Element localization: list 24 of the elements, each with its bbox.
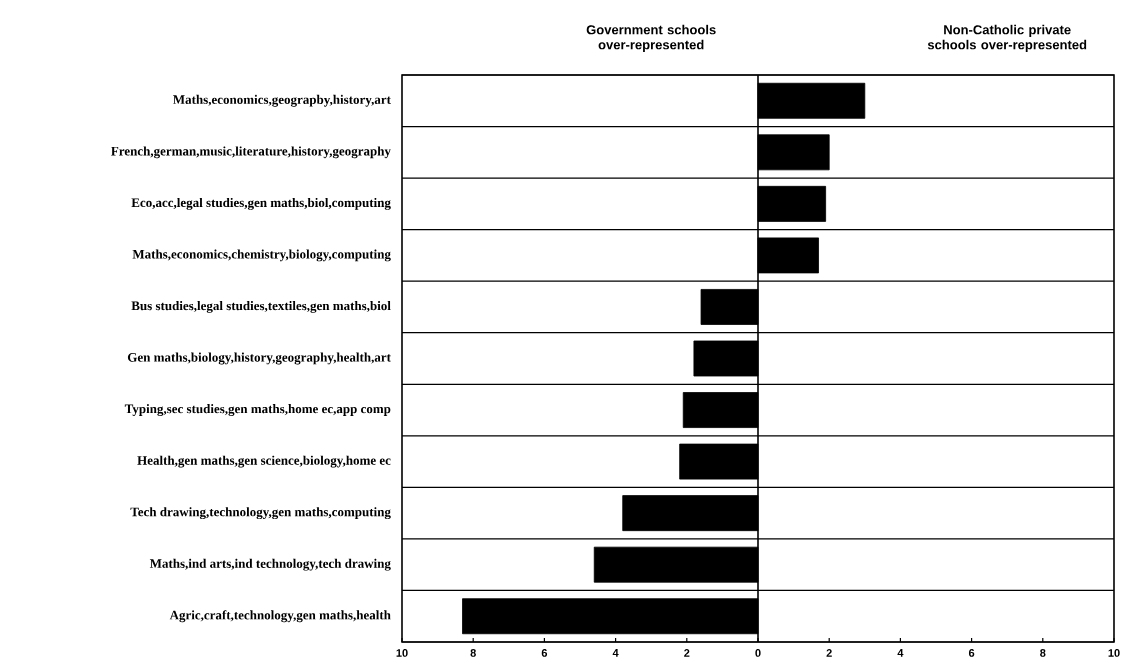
x-tick-label: 6	[541, 649, 548, 657]
y-tick-label: Gen maths,biology,history,geography,health,art	[127, 352, 391, 365]
y-tick-label: Maths,economics,geograpby,history,art	[173, 94, 391, 107]
y-tick-label: Eco,acc,legal studies,gen maths,biol,computing	[131, 197, 391, 210]
text: Non-Catholic private schools over-represented	[927, 24, 1087, 52]
y-tick-label: Health,gen maths,gen science,biology,home ec	[137, 455, 391, 468]
y-tick-label: Tech drawing,technology,gen maths,computing	[130, 507, 391, 520]
x-tick-label: 2	[826, 649, 832, 657]
x-tick-label: 10	[396, 649, 408, 657]
text: Government schools over-represented	[586, 24, 716, 52]
y-tick-label: French,german,music,literature,history,geography	[111, 146, 391, 159]
x-tick-label: 8	[1040, 649, 1046, 657]
x-tick-label: 2	[684, 649, 690, 657]
x-tick-label: 4	[897, 649, 904, 657]
x-tick-label: 4	[612, 649, 619, 657]
y-tick-label: Bus studies,legal studies,textiles,gen maths,biol	[131, 301, 391, 313]
x-tick-label: 6	[968, 649, 975, 657]
y-tick-label: Maths,ind arts,ind technology,tech drawing	[149, 558, 391, 571]
x-tick-label: 8	[470, 649, 476, 657]
y-tick-label: Typing,sec studies,gen maths,home ec,app comp	[124, 404, 391, 416]
x-tick-label: 10	[1108, 649, 1120, 657]
y-tick-label: Maths,economics,chemistry,biology,computing	[132, 249, 391, 262]
x-tick-label: 0	[755, 649, 761, 657]
y-tick-label: Agric,craft,technology,gen maths,health	[169, 610, 391, 623]
